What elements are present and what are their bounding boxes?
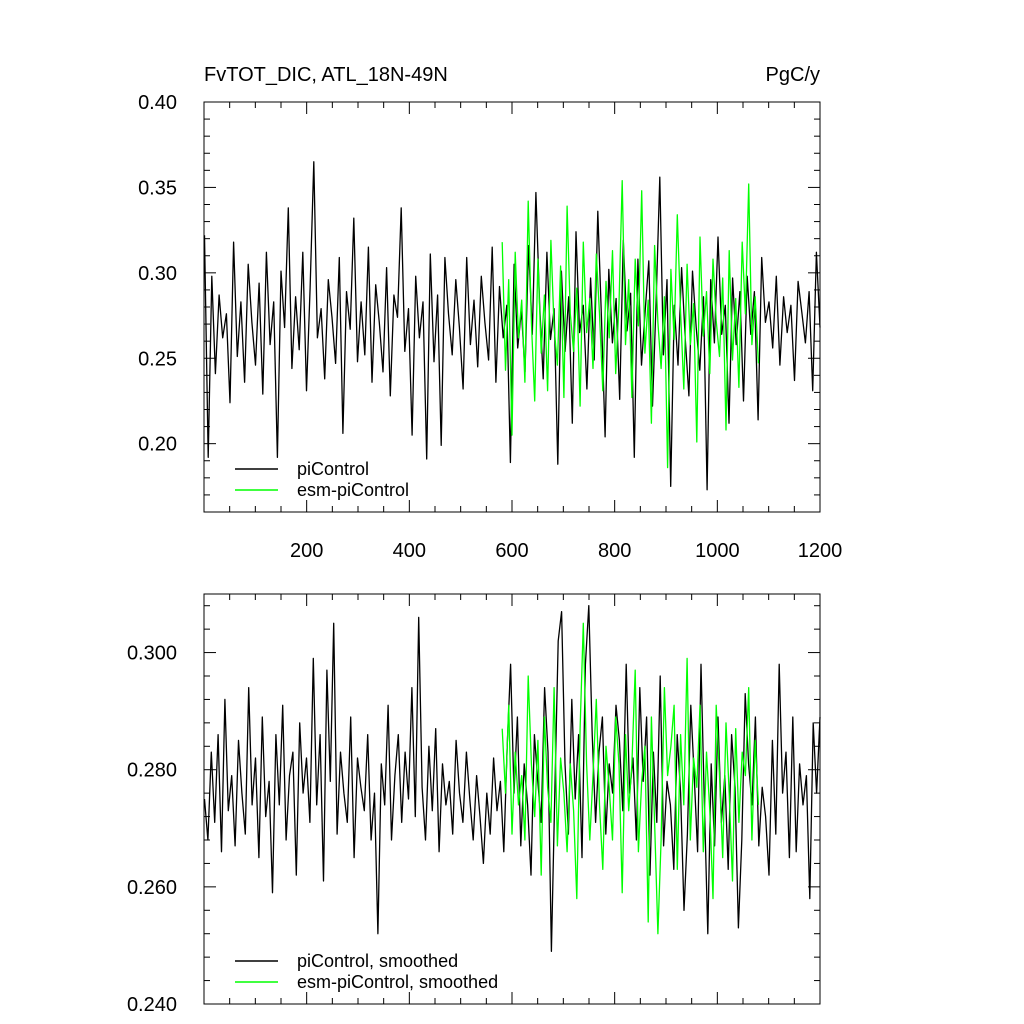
x-tick-label: 800 <box>598 540 631 562</box>
y-tick-label: 0.35 <box>138 177 177 199</box>
x-tick-label: 1200 <box>798 540 843 562</box>
legend-label-picontrol: piControl <box>297 459 369 479</box>
top-panel-axes: 200 400 600 800 1000 1200 0.20 0.25 0.30 0.35 0.40 <box>138 92 842 562</box>
series-line-0 <box>203 161 821 491</box>
bottom-panel-frame <box>203 593 821 1005</box>
x-tick-label: 200 <box>290 540 323 562</box>
top-panel: FvTOT_DIC, ATL_18N-49N PgC/y 200 400 600 80… <box>138 64 842 562</box>
chart-title: FvTOT_DIC, ATL_18N-49N <box>204 64 448 86</box>
top-panel-series <box>203 161 821 491</box>
legend-label-esm-picontrol: esm-piControl <box>297 480 409 500</box>
y-tick-label: 0.280 <box>127 760 177 782</box>
legend-label-picontrol-smoothed: piControl, smoothed <box>297 951 458 971</box>
x-tick-label: 600 <box>495 540 528 562</box>
y-tick-label: 0.25 <box>138 348 177 370</box>
y-tick-label: 0.40 <box>138 92 177 114</box>
x-tick-label: 400 <box>393 540 426 562</box>
y-tick-label: 0.20 <box>138 434 177 456</box>
bottom-panel-axes: 0.240 0.260 0.280 0.300 <box>127 594 821 1016</box>
y-tick-label: 0.300 <box>127 643 177 665</box>
series-line-0 <box>203 605 821 952</box>
top-panel-frame <box>203 101 821 513</box>
y-tick-label: 0.30 <box>138 263 177 285</box>
top-legend: piControl esm-piControl <box>235 459 409 500</box>
y-tick-label: 0.260 <box>127 877 177 899</box>
y-tick-label: 0.240 <box>127 994 177 1016</box>
bottom-panel: 0.240 0.260 0.280 0.300 piControl, smoothed… <box>127 593 821 1016</box>
series-line-1 <box>501 179 760 469</box>
legend-label-esm-picontrol-smoothed: esm-piControl, smoothed <box>297 972 498 992</box>
units-label: PgC/y <box>766 64 820 86</box>
bottom-legend: piControl, smoothed esm-piControl, smoot… <box>235 951 498 992</box>
bottom-panel-series <box>203 605 821 952</box>
series-line-1 <box>501 622 760 935</box>
x-tick-label: 1000 <box>695 540 740 562</box>
